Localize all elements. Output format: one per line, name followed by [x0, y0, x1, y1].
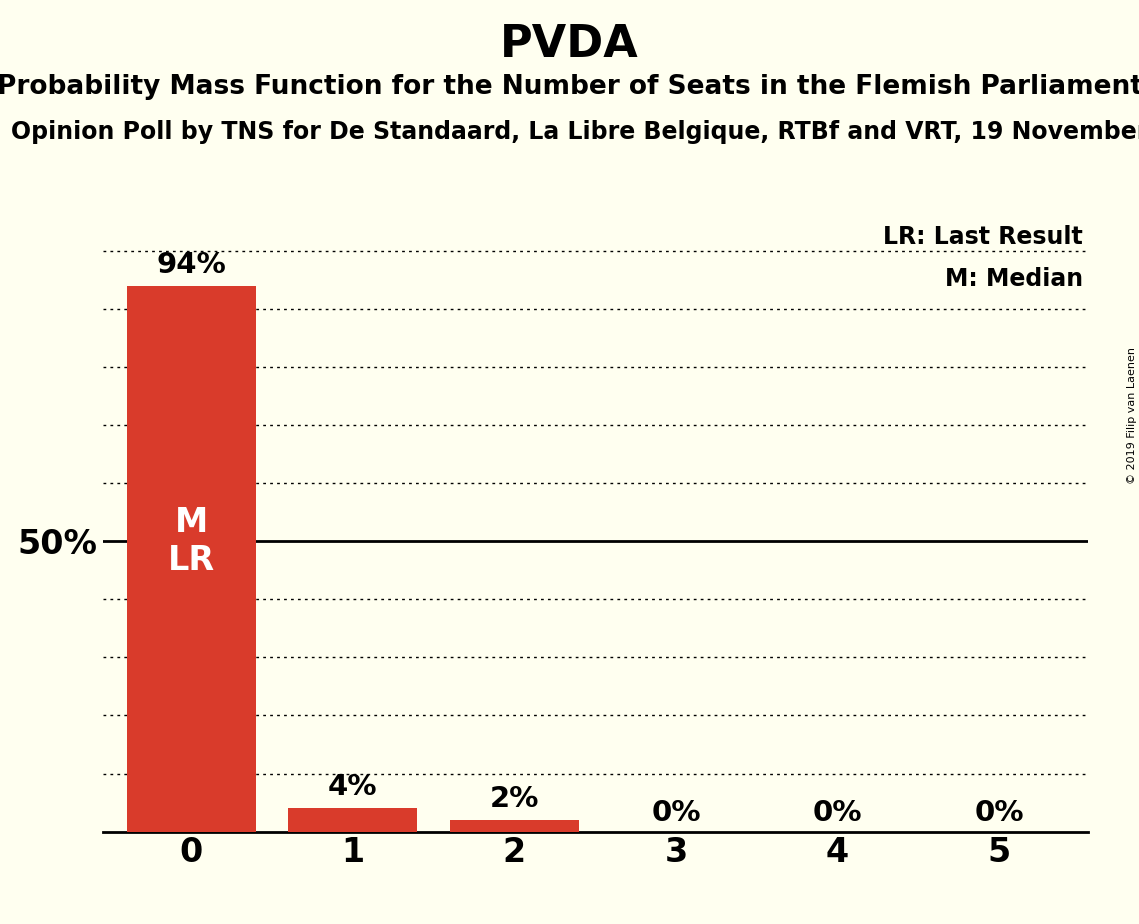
- Text: M
LR: M LR: [167, 505, 215, 577]
- Text: M: Median: M: Median: [944, 268, 1083, 291]
- Bar: [288, 808, 418, 832]
- Text: 2%: 2%: [490, 785, 539, 813]
- Text: 0%: 0%: [652, 799, 700, 827]
- Text: LR: Last Result: LR: Last Result: [883, 225, 1083, 249]
- Text: 4%: 4%: [328, 773, 378, 801]
- Text: 0%: 0%: [812, 799, 862, 827]
- Text: PVDA: PVDA: [500, 23, 639, 67]
- Text: Opinion Poll by TNS for De Standaard, La Libre Belgique, RTBf and VRT, 19 Novemb: Opinion Poll by TNS for De Standaard, La…: [11, 120, 1139, 144]
- Bar: [126, 286, 256, 832]
- Bar: [450, 820, 579, 832]
- Text: Probability Mass Function for the Number of Seats in the Flemish Parliament: Probability Mass Function for the Number…: [0, 74, 1139, 100]
- Text: © 2019 Filip van Laenen: © 2019 Filip van Laenen: [1126, 347, 1137, 484]
- Text: 94%: 94%: [156, 250, 227, 279]
- Text: 0%: 0%: [974, 799, 1024, 827]
